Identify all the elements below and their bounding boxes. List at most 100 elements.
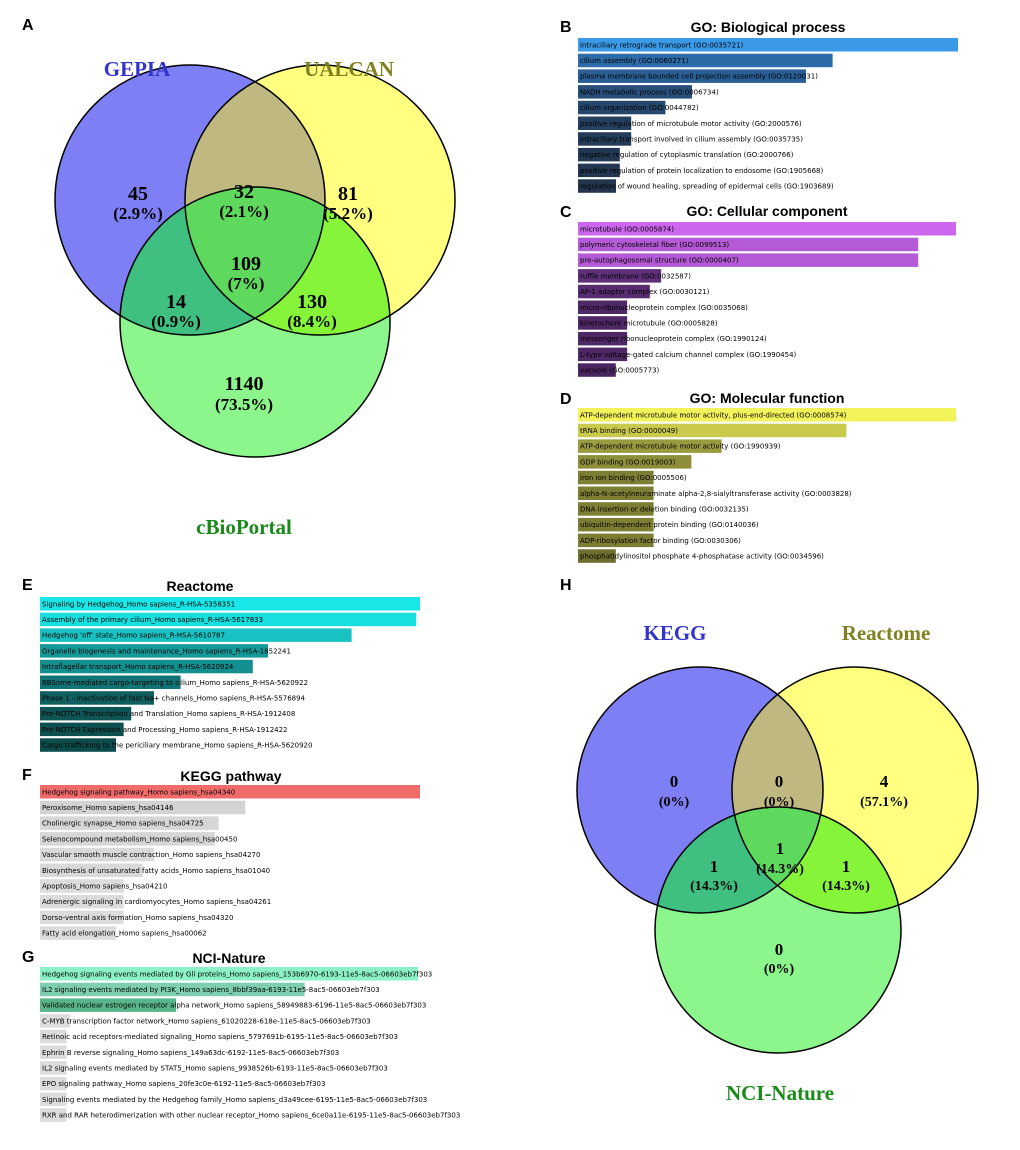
bar xyxy=(578,284,650,299)
panel-letter-h: H xyxy=(560,577,572,594)
venn-outline-gepia xyxy=(54,64,326,336)
venn-outline-cbioportal xyxy=(119,186,391,458)
bar xyxy=(40,628,352,642)
bar-chart-go-cellular-component: GO: Cellular component microtubule (GO:00… xyxy=(578,203,956,377)
bar xyxy=(40,597,420,611)
bar-label: DNA insertion or deletion binding (GO:00… xyxy=(580,505,749,513)
bar xyxy=(578,147,620,162)
bar-label: L-type voltage-gated calcium channel com… xyxy=(580,351,797,359)
venn-count: 1 xyxy=(842,857,851,876)
venn-count: 81 xyxy=(338,183,358,205)
bar xyxy=(40,785,420,799)
bar xyxy=(40,926,116,940)
venn-count: 4 xyxy=(880,772,889,791)
bar-chart-go-molecular-function: GO: Molecular function ATP-dependent micr… xyxy=(578,390,956,563)
bar-label: Fatty acid elongation_Homo sapiens_hsa00… xyxy=(42,930,207,938)
venn-set-label-gepia: GEPIA xyxy=(104,57,171,81)
bar-chart-go-biological-process: GO: Biological process intraciliary retro… xyxy=(578,19,958,193)
bar xyxy=(40,816,219,830)
bar xyxy=(40,967,418,981)
venn-percent: (2.9%) xyxy=(113,204,163,223)
bar xyxy=(40,644,268,658)
bar xyxy=(40,1061,67,1075)
bar xyxy=(578,38,958,52)
panel-letter-c: C xyxy=(560,204,572,221)
bar xyxy=(578,363,616,377)
bar-label: Biosynthesis of unsaturated fatty acids_… xyxy=(42,867,270,875)
venn-percent: (0%) xyxy=(764,962,795,977)
bar xyxy=(578,163,620,178)
venn-percent: (57.1%) xyxy=(860,795,908,810)
chart-title: KEGG pathway xyxy=(180,768,281,784)
bar xyxy=(578,222,956,236)
bar xyxy=(578,85,692,99)
panel-letter-b: B xyxy=(560,19,572,36)
bar xyxy=(40,612,417,627)
bar-label: tRNA binding (GO:0000049) xyxy=(580,427,678,435)
bar xyxy=(40,691,154,705)
bar-label: Hedgehog signaling pathway_Homo sapiens_… xyxy=(42,788,235,796)
bar xyxy=(578,486,654,500)
bar xyxy=(578,69,806,83)
venn-outline-reactome xyxy=(731,666,979,914)
venn-percent: (14.3%) xyxy=(756,862,804,877)
panel-letter-f: F xyxy=(22,767,32,784)
bar xyxy=(578,237,919,252)
venn-count: 45 xyxy=(128,183,148,205)
bar xyxy=(578,316,628,330)
bar-label: Retinoic acid receptors-mediated signali… xyxy=(42,1033,398,1041)
bar-label: Signaling events mediated by the Hedgeho… xyxy=(42,1096,427,1104)
venn-percent: (7%) xyxy=(228,274,265,293)
bar xyxy=(578,517,654,532)
bar-chart-nci-nature: NCI-Nature Hedgehog signaling events medi… xyxy=(40,950,460,1122)
bar xyxy=(40,982,305,997)
bar-label: cilium organization (GO:0044782) xyxy=(580,104,699,112)
bar xyxy=(40,832,215,846)
bar xyxy=(40,1045,67,1059)
bar-label: GDP binding (GO:0019003) xyxy=(580,458,676,466)
bar xyxy=(40,738,116,752)
bar xyxy=(40,1092,67,1107)
bar-label: RXR and RAR heterodimerization with othe… xyxy=(42,1112,460,1120)
bar xyxy=(40,998,177,1012)
bar xyxy=(578,549,616,563)
venn-outline-nci-nature xyxy=(654,806,902,1054)
venn-count: 0 xyxy=(670,772,679,791)
bar-label: pre-autophagosomal structure (GO:0000407… xyxy=(580,257,739,265)
bar-label: negative regulation of cytoplasmic trans… xyxy=(580,151,794,159)
venn-set-label-reactome: Reactome xyxy=(842,621,931,645)
bar-label: Cholinergic synapse_Homo sapiens_hsa0472… xyxy=(42,820,204,828)
bar-chart-reactome: Reactome Signaling by Hedgehog_Homo sapie… xyxy=(40,578,420,752)
venn-set-label-kegg: KEGG xyxy=(643,621,706,645)
bar xyxy=(578,253,919,267)
bar-label: kinetochore microtubule (GO:0005828) xyxy=(580,319,718,327)
bar-label: Pre-NOTCH Transcription and Translation_… xyxy=(42,710,295,718)
venn-count: 1 xyxy=(776,839,785,858)
venn-region-kegg-nci xyxy=(655,807,823,913)
venn-percent: (8.4%) xyxy=(287,312,337,331)
venn-set-label-cbioportal: cBioPortal xyxy=(196,515,292,539)
bar-label: ruffle membrane (GO:0032587) xyxy=(580,272,691,280)
bar-label: Apoptosis_Homo sapiens_hsa04210 xyxy=(42,882,167,890)
bar-label: cilium assembly (GO:0060271) xyxy=(580,57,689,65)
bar-label: Hedgehog signaling events mediated by Gl… xyxy=(42,970,432,978)
bar xyxy=(578,439,722,453)
bar xyxy=(40,706,132,721)
bar xyxy=(578,100,666,115)
chart-title: NCI-Nature xyxy=(192,950,265,966)
bar-label: Ephrin B reverse signaling_Homo sapiens_… xyxy=(42,1049,339,1057)
bar xyxy=(40,659,253,674)
venn-percent: (14.3%) xyxy=(822,879,870,894)
bar xyxy=(40,910,124,925)
bar xyxy=(578,116,632,130)
bar-label: intraciliary retrograde transport (GO:00… xyxy=(580,41,744,49)
bar-label: Hedgehog 'off' state_Homo sapiens_R-HSA-… xyxy=(42,632,225,640)
bar xyxy=(40,675,181,689)
bar xyxy=(578,502,654,516)
bar xyxy=(578,347,628,362)
bar-label: messenger ribonucleoprotein complex (GO:… xyxy=(580,335,767,343)
venn-percent: (0%) xyxy=(659,795,690,810)
bar-label: Signaling by Hedgehog_Homo sapiens_R-HSA… xyxy=(42,600,235,608)
bar-label: polymeric cytoskeletal fiber (GO:0099513… xyxy=(580,241,729,249)
bar xyxy=(578,269,662,283)
